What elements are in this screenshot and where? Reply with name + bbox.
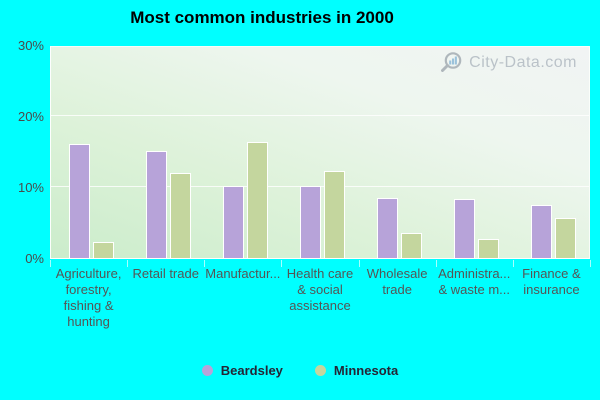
bar-beardsley-2 [222,185,244,258]
bar-minnesota-3 [324,170,345,258]
bar-minnesota-0 [92,241,114,258]
gridline-20 [51,115,589,116]
bar-minnesota-6 [555,218,577,258]
legend-item-minnesota: Minnesota [314,363,399,378]
bar-beardsley-6 [531,205,553,258]
bar-beardsley-1 [145,150,167,258]
legend-dot-minnesota [314,365,326,376]
plot-area: City-Data.com [50,46,590,259]
y-axis-label-20: 20% [17,109,44,124]
legend-item-beardsley: Beardsley [201,363,283,378]
bar-minnesota-5 [478,238,500,258]
bar-beardsley-3 [300,186,321,258]
bar-beardsley-0 [68,143,90,258]
bar-minnesota-2 [246,142,268,258]
x-axis-label-6: Finance & insurance [522,266,581,297]
x-axis-tick-4 [358,260,360,267]
y-axis-label-30: 30% [17,38,44,53]
y-axis-label-0: 0% [25,251,44,266]
x-axis-label-3: Health care & social assistance [286,266,354,313]
chart-title: Most common industries in 2000 [130,8,394,27]
x-axis-tick-2 [204,260,206,267]
legend: Beardsley Minnesota [0,363,600,378]
x-axis-tick-1 [127,260,129,267]
x-axis-label-4: Wholesale trade [366,266,428,297]
x-axis-label-0: Agriculture, forestry, fishing & hunting [55,266,122,329]
bar-beardsley-4 [377,198,399,258]
x-axis-tick-3 [281,260,283,267]
legend-dot-beardsley [201,365,213,376]
legend-label-minnesota: Minnesota [333,363,399,378]
bar-minnesota-1 [169,172,191,258]
watermark-text: City-Data.com [469,53,577,71]
x-axis-tick-7 [590,260,591,267]
bar-beardsley-5 [454,199,476,258]
watermark: City-Data.com [440,51,577,74]
x-axis-tick-0 [50,260,51,267]
x-axis-tick-6 [512,260,514,267]
x-axis-label-5: Administra... & waste m... [438,266,511,297]
x-axis-label-2: Manufactur... [205,266,281,281]
city-data-logo-icon [440,51,467,74]
x-axis-label-1: Retail trade [132,266,199,281]
bar-minnesota-4 [401,233,423,258]
y-axis-label-10: 10% [17,180,44,195]
legend-label-beardsley: Beardsley [220,363,283,378]
x-axis-tick-5 [435,260,437,267]
